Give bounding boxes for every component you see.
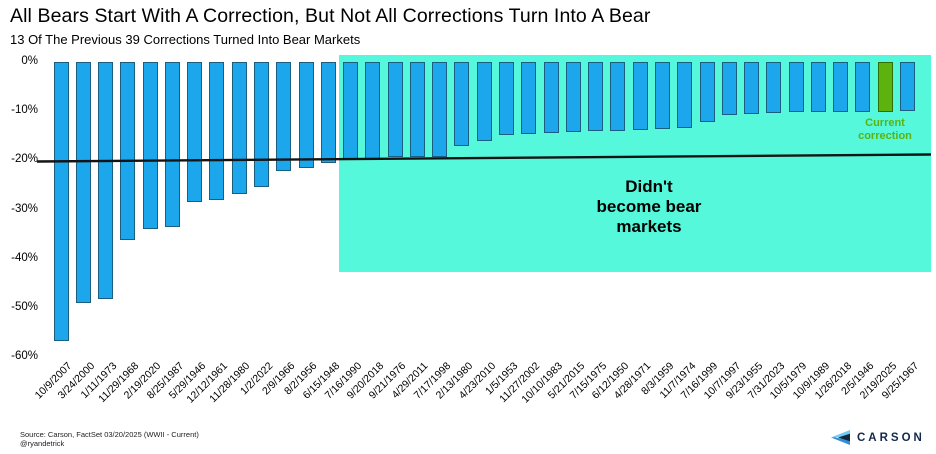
correction-bar	[810, 62, 826, 113]
correction-bar	[654, 62, 670, 129]
correction-bar	[565, 62, 581, 132]
correction-bar	[721, 62, 737, 116]
correction-bar	[187, 62, 203, 202]
correction-bar	[476, 62, 492, 141]
y-axis-tick: -40%	[11, 251, 38, 264]
chart-title: All Bears Start With A Correction, But N…	[10, 5, 651, 27]
carson-logo-text: CARSON	[857, 431, 925, 444]
correction-bar	[766, 62, 782, 113]
y-axis-tick: -50%	[11, 300, 38, 313]
correction-bar	[521, 62, 537, 135]
no-bear-label-line1: Didn't	[625, 177, 673, 196]
carson-logo-icon	[831, 430, 850, 445]
correction-bar	[209, 62, 225, 200]
y-axis-tick: 0%	[21, 55, 38, 67]
correction-bar	[164, 62, 180, 227]
correction-bar	[588, 62, 604, 132]
correction-bar	[320, 62, 336, 164]
correction-bar	[53, 62, 69, 342]
correction-bar	[454, 62, 470, 147]
current-correction-label: Current correction	[835, 117, 935, 142]
correction-bar	[75, 62, 91, 304]
correction-bar	[142, 62, 158, 229]
correction-bar	[632, 62, 648, 131]
y-axis-tick: -60%	[11, 350, 38, 362]
correction-bar	[98, 62, 114, 299]
source-note: Source: Carson, FactSet 03/20/2025 (WWII…	[20, 430, 199, 448]
correction-bar	[409, 62, 425, 158]
chart-subtitle: 13 Of The Previous 39 Corrections Turned…	[10, 32, 361, 47]
correction-bar	[343, 62, 359, 160]
source-line2: @ryandetrick	[20, 439, 65, 448]
correction-bar	[899, 62, 915, 112]
current-correction-label-line1: Current	[865, 117, 905, 129]
correction-bar	[120, 62, 136, 240]
correction-bar	[543, 62, 559, 133]
correction-bar	[788, 62, 804, 113]
correction-bar	[833, 62, 849, 113]
no-bear-label-line3: markets	[616, 217, 682, 236]
y-axis-tick: -30%	[11, 202, 38, 215]
correction-bar	[855, 62, 871, 113]
current-correction-bar	[877, 62, 893, 112]
carson-logo: CARSON	[831, 430, 925, 445]
correction-bar	[298, 62, 314, 169]
correction-bar	[499, 62, 515, 135]
no-bear-label: Didn't become bear markets	[339, 177, 931, 237]
correction-bar	[610, 62, 626, 131]
correction-bar	[677, 62, 693, 129]
correction-bar	[276, 62, 292, 172]
correction-bar	[699, 62, 715, 122]
source-line1: Source: Carson, FactSet 03/20/2025 (WWII…	[20, 430, 199, 439]
correction-bar	[744, 62, 760, 115]
correction-bar	[253, 62, 269, 187]
correction-bar	[432, 62, 448, 157]
y-axis-tick: -20%	[11, 153, 38, 166]
correction-bar	[387, 62, 403, 158]
correction-bar	[365, 62, 381, 160]
y-axis-tick: -10%	[11, 104, 38, 117]
current-correction-label-line2: correction	[858, 129, 912, 142]
no-bear-label-line2: become bear	[596, 197, 702, 216]
correction-bar	[231, 62, 247, 195]
